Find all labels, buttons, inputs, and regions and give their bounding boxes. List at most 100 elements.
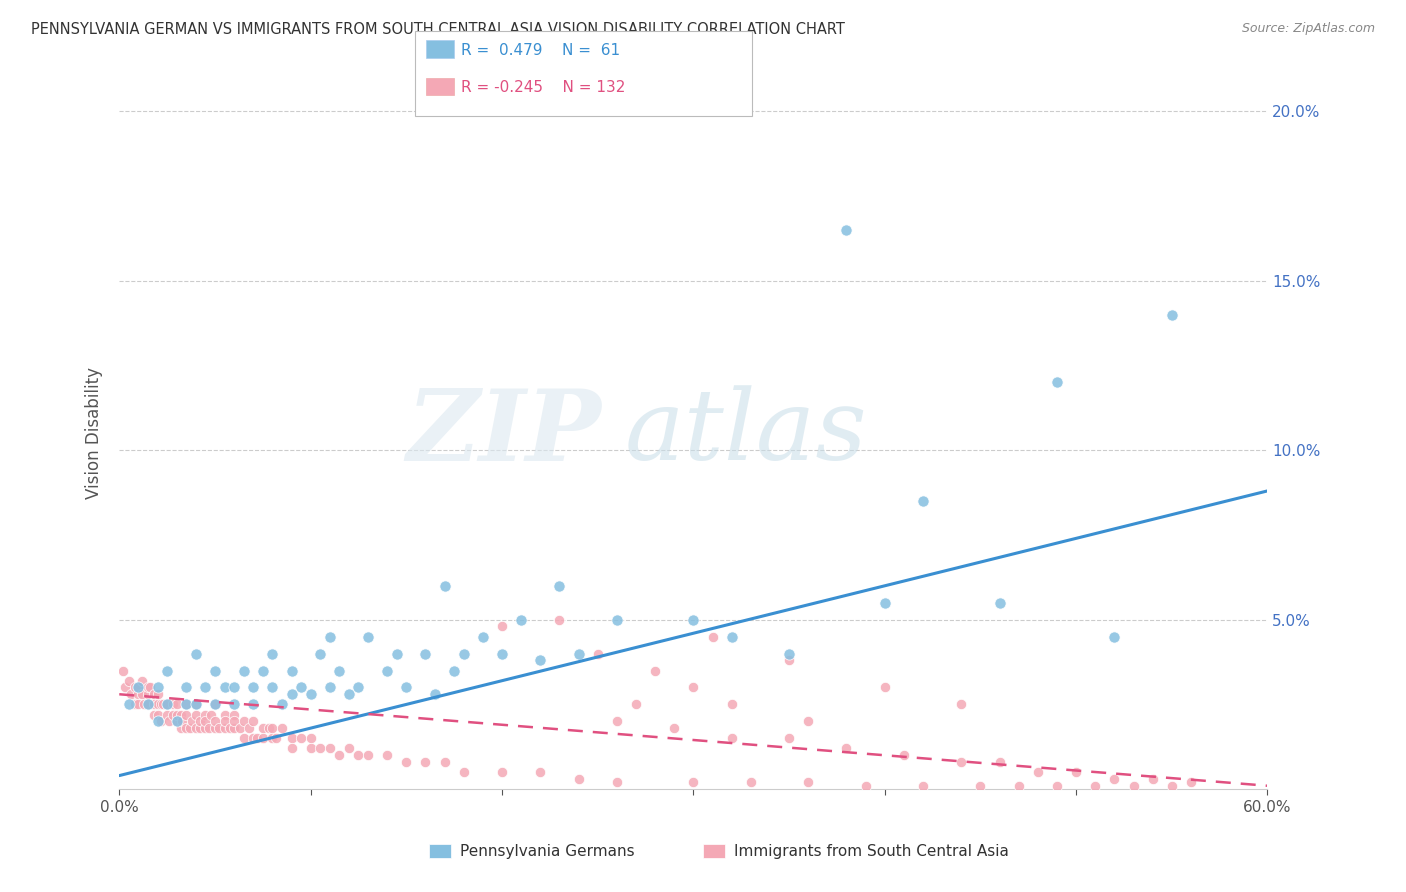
Point	[264, 731, 287, 746]
Point	[606, 714, 628, 729]
Point	[146, 714, 169, 729]
Point	[644, 664, 666, 678]
Point	[150, 698, 173, 712]
Point	[112, 664, 135, 678]
Point	[262, 681, 284, 695]
Point	[219, 721, 242, 735]
Point	[319, 630, 342, 644]
Point	[1064, 765, 1087, 780]
Point	[146, 698, 169, 712]
Point	[328, 664, 350, 678]
Point	[172, 714, 194, 729]
Point	[664, 721, 686, 735]
Point	[242, 731, 264, 746]
Point	[375, 664, 398, 678]
Point	[778, 653, 800, 667]
Point	[1104, 772, 1126, 786]
Point	[184, 721, 207, 735]
Point	[1104, 630, 1126, 644]
Point	[204, 698, 226, 712]
Point	[873, 681, 896, 695]
Point	[136, 698, 159, 712]
Point	[491, 765, 513, 780]
Point	[797, 775, 820, 789]
Y-axis label: Vision Disability: Vision Disability	[86, 368, 103, 500]
Point	[682, 613, 704, 627]
Point	[548, 579, 571, 593]
Point	[184, 698, 207, 712]
Point	[280, 664, 302, 678]
Point	[453, 765, 475, 780]
Text: ZIP: ZIP	[406, 385, 602, 482]
Point	[309, 741, 332, 756]
Point	[911, 779, 934, 793]
Point	[415, 755, 437, 769]
Point	[357, 748, 380, 763]
Point	[131, 673, 153, 688]
Point	[271, 721, 294, 735]
Point	[529, 765, 551, 780]
Point	[156, 707, 179, 722]
Point	[198, 721, 221, 735]
Point	[720, 731, 742, 746]
Point	[142, 687, 165, 701]
Point	[357, 630, 380, 644]
Point	[118, 698, 141, 712]
Point	[232, 731, 254, 746]
Point	[624, 698, 647, 712]
Point	[169, 707, 191, 722]
Text: PENNSYLVANIA GERMAN VS IMMIGRANTS FROM SOUTH CENTRAL ASIA VISION DISABILITY CORR: PENNSYLVANIA GERMAN VS IMMIGRANTS FROM S…	[31, 22, 845, 37]
Point	[347, 681, 370, 695]
Point	[142, 707, 165, 722]
Point	[567, 772, 589, 786]
Point	[222, 681, 245, 695]
Point	[139, 681, 162, 695]
Point	[290, 731, 312, 746]
Point	[835, 741, 858, 756]
Point	[950, 755, 973, 769]
Point	[127, 687, 149, 701]
Point	[150, 714, 173, 729]
Point	[280, 741, 302, 756]
Point	[337, 741, 360, 756]
Point	[156, 664, 179, 678]
Point	[702, 630, 724, 644]
Point	[136, 687, 159, 701]
Point	[433, 579, 456, 593]
Point	[208, 721, 231, 735]
Point	[299, 731, 322, 746]
Point	[188, 721, 211, 735]
Point	[156, 698, 179, 712]
Point	[319, 681, 342, 695]
Point	[184, 707, 207, 722]
Point	[988, 755, 1011, 769]
Point	[385, 647, 408, 661]
Point	[271, 698, 294, 712]
Point	[969, 779, 991, 793]
Point	[194, 714, 217, 729]
Point	[229, 721, 252, 735]
Point	[778, 731, 800, 746]
Point	[911, 494, 934, 508]
Point	[127, 681, 149, 695]
Point	[127, 698, 149, 712]
Point	[120, 687, 142, 701]
Point	[174, 721, 197, 735]
Point	[567, 647, 589, 661]
Point	[1180, 775, 1202, 789]
Point	[433, 755, 456, 769]
Text: R =  0.479    N =  61: R = 0.479 N = 61	[461, 43, 620, 58]
Point	[166, 698, 188, 712]
Point	[1026, 765, 1049, 780]
Point	[415, 647, 437, 661]
Point	[280, 731, 302, 746]
Point	[606, 613, 628, 627]
Point	[1046, 779, 1069, 793]
Point	[242, 714, 264, 729]
Point	[131, 687, 153, 701]
Point	[682, 681, 704, 695]
Point	[453, 647, 475, 661]
Point	[1084, 779, 1107, 793]
Point	[181, 714, 204, 729]
Point	[184, 647, 207, 661]
